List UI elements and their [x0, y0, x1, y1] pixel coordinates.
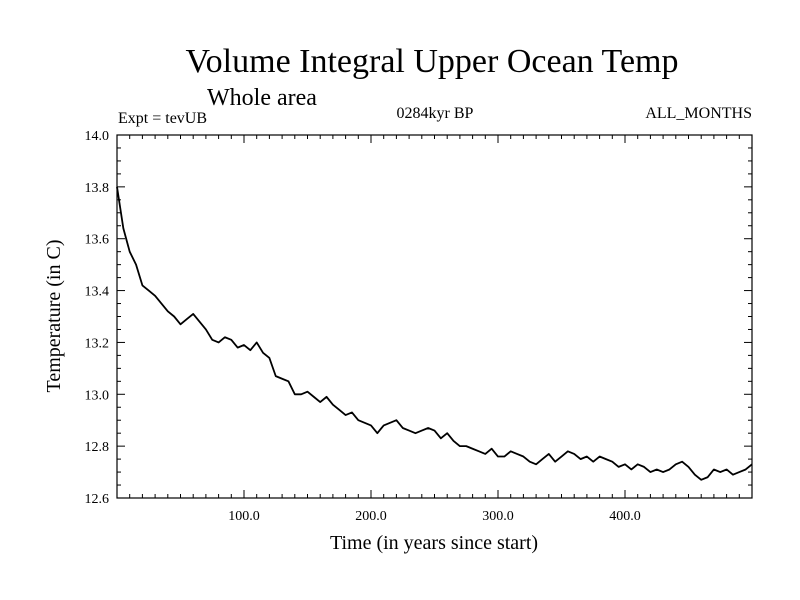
series-layer	[116, 186, 753, 481]
y-tick-label: 13.4	[85, 285, 110, 300]
y-tick-label: 14.0	[85, 129, 110, 144]
months-label: ALL_MONTHS	[645, 105, 752, 122]
y-tick-label: 13.6	[85, 233, 110, 248]
y-tick-label: 13.0	[85, 388, 110, 403]
y-axis-label: Temperature (in C)	[43, 240, 65, 393]
y-tick-label: 12.8	[85, 440, 110, 455]
x-tick-label: 300.0	[482, 509, 514, 524]
x-axis-label: Time (in years since start)	[330, 532, 538, 554]
y-tick-label: 13.2	[85, 336, 110, 351]
chart-subtitle: Whole area	[207, 85, 317, 111]
y-tick-label: 12.6	[85, 492, 110, 507]
period-label: 0284kyr BP	[397, 105, 474, 122]
chart-title: Volume Integral Upper Ocean Temp	[186, 43, 679, 80]
y-tick-label: 13.8	[85, 181, 110, 196]
x-tick-label: 100.0	[228, 509, 260, 524]
ticks-layer: 100.0 200.0 300.0 400.0 12.6 12.8 13.0 13.2 13.4…	[85, 129, 752, 524]
experiment-label: Expt = tevUB	[118, 110, 207, 127]
series-line	[116, 186, 753, 481]
x-tick-label: 400.0	[609, 509, 641, 524]
plot-frame	[116, 134, 753, 499]
x-tick-label: 200.0	[355, 509, 387, 524]
